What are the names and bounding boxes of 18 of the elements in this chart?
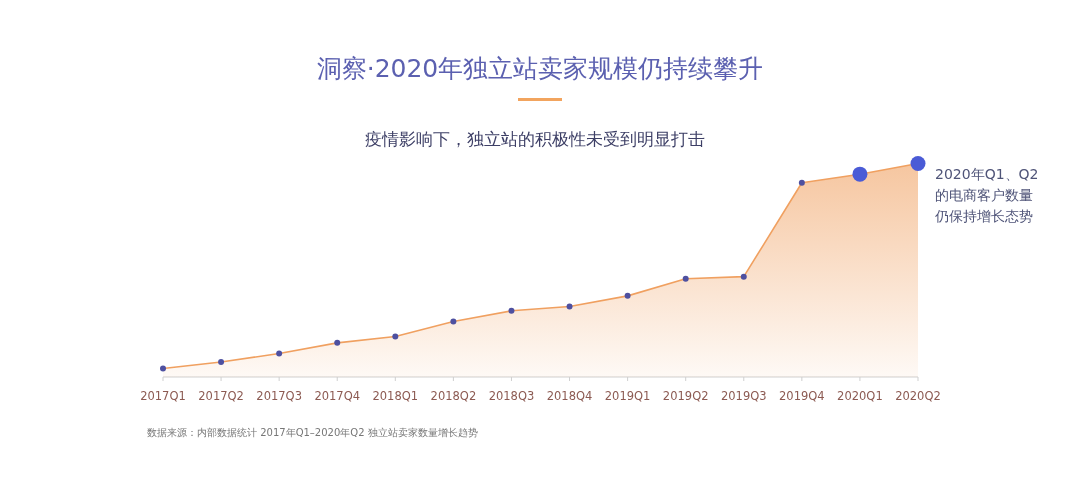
x-tick-label: 2018Q1: [372, 389, 419, 403]
annotation-note: 2020年Q1、Q2的电商客户数量仍保持增长态势: [935, 165, 1039, 224]
x-tick-label: 2018Q3: [488, 389, 535, 403]
x-tick-label: 2018Q4: [546, 389, 593, 403]
title: 洞察·2020年独立站卖家规模仍持续攀升: [316, 54, 764, 83]
x-tick-label: 2017Q4: [314, 389, 361, 403]
x-tick-label: 2017Q3: [256, 389, 302, 403]
x-tick-label: 2019Q4: [779, 389, 825, 403]
annotation-source: 数据来源：内部数据统计 2017年Q1–2020年Q2 独立站卖家数量增长趋势: [147, 427, 478, 438]
x-tick-label: 2019Q3: [720, 389, 767, 403]
subtitle: 疫情影响下，独立站的积极性未受到明显打击: [365, 129, 705, 149]
x-tick-label: 2020Q1: [837, 389, 883, 403]
x-tick-label: 2017Q2: [198, 389, 244, 403]
x-tick-label: 2017Q1: [140, 389, 186, 403]
x-tick-label: 2019Q2: [662, 389, 709, 403]
x-tick-label: 2019Q1: [604, 389, 651, 403]
x-tick-label: 2018Q2: [430, 389, 477, 403]
x-tick-label: 2020Q2: [895, 389, 941, 403]
